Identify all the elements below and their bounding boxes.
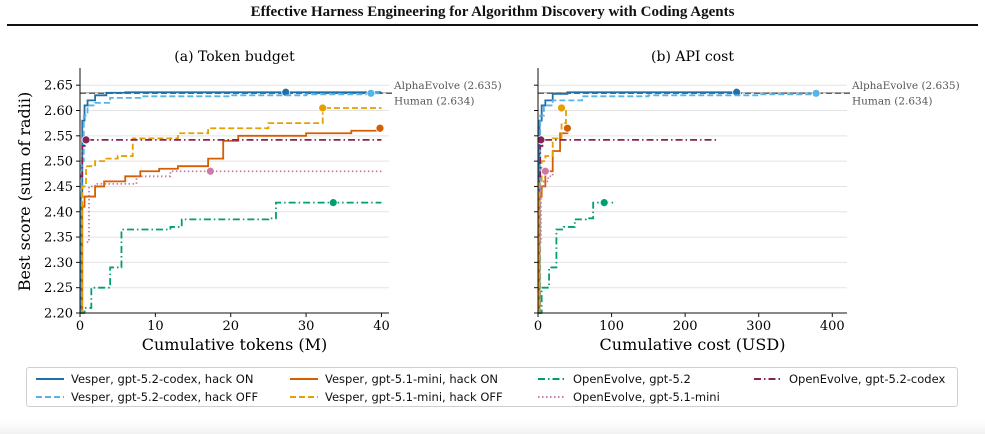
series-marker-vesper-gpt-5-2-codex-hack-on [732, 87, 742, 97]
legend-label: OpenEvolve, gpt-5.2 [573, 372, 691, 386]
series-line-openevolve-gpt-5-2 [538, 201, 616, 314]
legend-label: OpenEvolve, gpt-5.2-codex [789, 372, 946, 386]
series-marker-openevolve-gpt-5-2 [599, 198, 609, 208]
series-marker-vesper-gpt-5-2-codex-hack-on [281, 87, 291, 97]
series-marker-vesper-gpt-5-1-mini-hack-off [557, 103, 566, 113]
x-tick-label: 0 [76, 319, 84, 334]
legend-label: Vesper, gpt-5.1-mini, hack ON [325, 372, 498, 386]
legend-label: Vesper, gpt-5.2-codex, hack OFF [71, 390, 259, 404]
x-tick-label: 300 [746, 319, 771, 334]
y-tick-label: 2.65 [44, 79, 73, 94]
series-marker-openevolve-gpt-5-2-codex [81, 135, 91, 145]
legend-label: Vesper, gpt-5.2-codex, hack ON [71, 372, 254, 386]
y-tick-label: 2.55 [44, 129, 73, 144]
figure: AlphaEvolve (2.635) Human (2.634) 2.20 2.25… [15, 49, 960, 354]
legend-swatch [290, 378, 318, 380]
header-rule [7, 24, 978, 26]
caption-strip [0, 420, 985, 434]
reference-label: Human (2.634) [394, 95, 475, 107]
legend-swatch [36, 378, 64, 380]
series-marker-vesper-gpt-5-1-mini-hack-on [563, 123, 572, 133]
x-tick-label: 100 [599, 319, 624, 334]
x-tick-label: 10 [147, 319, 164, 334]
legend-swatch [290, 396, 318, 398]
series-marker-openevolve-gpt-5-1-mini [205, 166, 215, 176]
legend-swatch [538, 378, 566, 380]
y-tick-label: 2.40 [44, 205, 73, 220]
reference-label: AlphaEvolve (2.635) [851, 80, 960, 92]
series-line-openevolve-gpt-5-1-mini [86, 170, 382, 244]
series-line-vesper-gpt-5-1-mini-hack-off [80, 107, 382, 314]
x-tick-label: 20 [222, 319, 239, 334]
series-line-vesper-gpt-5-2-codex-hack-off [538, 93, 817, 314]
legend-item-vesper-gpt-5-2-codex-hack-on: Vesper, gpt-5.2-codex, hack ON [35, 370, 253, 388]
series-marker-openevolve-gpt-5-1-mini [540, 166, 550, 176]
legend-swatch [36, 396, 64, 398]
reference-label: AlphaEvolve (2.635) [393, 80, 502, 92]
legend-label: OpenEvolve, gpt-5.1-mini [573, 390, 720, 404]
legend-item-vesper-gpt-5-1-mini-hack-on: Vesper, gpt-5.1-mini, hack ON [289, 370, 498, 388]
y-tick-label: 2.50 [44, 155, 73, 170]
series-line-openevolve-gpt-5-2-codex [538, 138, 719, 178]
series-line-vesper-gpt-5-1-mini-hack-off [538, 107, 567, 314]
x-axis-label: Cumulative tokens (M) [142, 335, 328, 354]
reference-label: Human (2.634) [852, 95, 933, 107]
y-axis-label: Best score (sum of radii) [15, 92, 34, 292]
series-line-openevolve-gpt-5-2 [80, 201, 382, 314]
legend: Vesper, gpt-5.2-codex, hack ON Vesper, gp… [26, 367, 958, 407]
series-line-openevolve-gpt-5-2-codex [80, 138, 382, 178]
panel-title: (a) Token budget [174, 49, 295, 65]
series-marker-vesper-gpt-5-1-mini-hack-on [375, 123, 385, 133]
series-marker-openevolve-gpt-5-2-codex [536, 135, 546, 145]
legend-swatch [538, 396, 566, 398]
legend-label: Vesper, gpt-5.1-mini, hack OFF [325, 390, 503, 404]
x-tick-label: 200 [673, 319, 698, 334]
y-tick-label: 2.20 [44, 307, 73, 322]
series-marker-vesper-gpt-5-2-codex-hack-off [366, 88, 376, 98]
legend-item-openevolve-gpt-5-1-mini: OpenEvolve, gpt-5.1-mini [537, 388, 720, 406]
panel-title: (b) API cost [651, 49, 734, 65]
x-tick-label: 400 [820, 319, 845, 334]
series-marker-openevolve-gpt-5-2 [328, 198, 338, 208]
legend-item-vesper-gpt-5-2-codex-hack-off: Vesper, gpt-5.2-codex, hack OFF [35, 388, 258, 406]
page-header: Effective Harness Engineering for Algori… [0, 0, 985, 30]
series-line-openevolve-gpt-5-1-mini [539, 171, 554, 244]
legend-item-openevolve-gpt-5-2-codex: OpenEvolve, gpt-5.2-codex [753, 370, 945, 388]
x-axis-label: Cumulative cost (USD) [600, 335, 786, 354]
y-tick-label: 2.45 [44, 180, 73, 195]
x-tick-label: 40 [373, 319, 390, 334]
y-tick-label: 2.60 [44, 104, 73, 119]
series-line-vesper-gpt-5-2-codex-hack-off [80, 92, 382, 314]
y-tick-label: 2.35 [44, 231, 73, 246]
legend-item-vesper-gpt-5-1-mini-hack-off: Vesper, gpt-5.1-mini, hack OFF [289, 388, 503, 406]
series-line-vesper-gpt-5-1-mini-hack-on [80, 128, 381, 314]
x-tick-label: 0 [534, 319, 542, 334]
legend-item-openevolve-gpt-5-2: OpenEvolve, gpt-5.2 [537, 370, 691, 388]
series-marker-vesper-gpt-5-2-codex-hack-off [811, 88, 821, 98]
y-tick-label: 2.25 [44, 281, 73, 296]
x-tick-label: 30 [298, 319, 315, 334]
y-tick-label: 2.30 [44, 256, 73, 271]
series-marker-vesper-gpt-5-1-mini-hack-off [318, 103, 328, 113]
page-title: Effective Harness Engineering for Algori… [250, 4, 735, 20]
legend-swatch [754, 378, 782, 380]
